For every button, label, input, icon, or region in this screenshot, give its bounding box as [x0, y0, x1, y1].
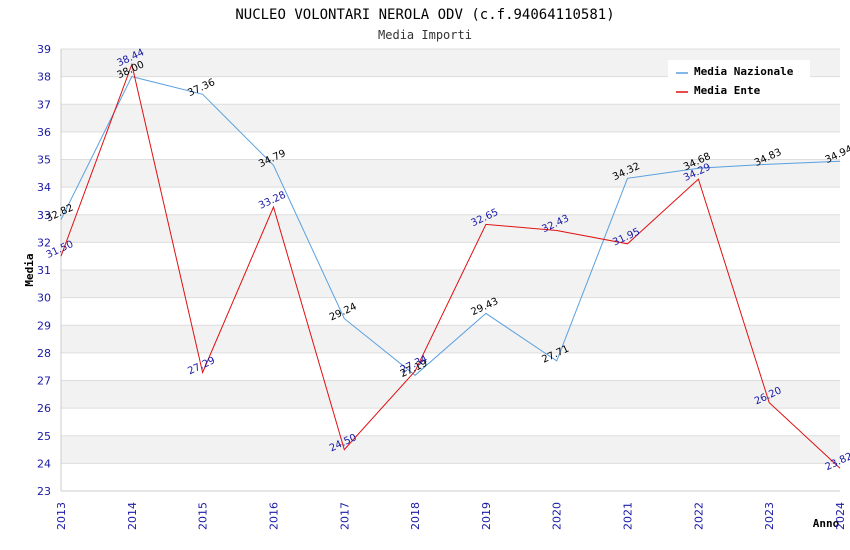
y-axis-label: Media [23, 253, 36, 286]
x-tick-labels: 2013 2014 2015 2016 2017 2018 2019 2020 2021 2022… [55, 502, 847, 530]
legend: Media Nazionale Media Ente [668, 60, 810, 102]
plot-band [61, 242, 840, 270]
x-tick-label: 2017 [338, 502, 351, 530]
y-tick-label: 30 [37, 292, 51, 305]
plot-band [61, 270, 840, 298]
y-tick-label: 26 [37, 402, 51, 415]
y-tick-label: 38 [37, 71, 51, 84]
legend-label-media-ente: Media Ente [694, 84, 761, 97]
y-tick-label: 23 [37, 485, 51, 498]
series-line-media-ente [60, 62, 841, 469]
x-tick-label: 2021 [622, 502, 635, 530]
plot-background-bands [61, 49, 840, 491]
x-tick-label: 2023 [763, 502, 776, 530]
series-line-media-nazionale [60, 76, 841, 376]
x-tick-label: 2022 [692, 502, 705, 530]
x-tick-label: 2015 [197, 502, 210, 530]
x-tick-label: 2020 [551, 502, 564, 530]
y-tick-label: 39 [37, 43, 51, 56]
legend-box [668, 60, 810, 102]
y-tick-label: 35 [37, 154, 51, 167]
y-tick-label: 27 [37, 375, 51, 388]
y-tick-label: 37 [37, 98, 51, 111]
y-tick-label: 34 [37, 181, 51, 194]
x-tick-label: 2016 [267, 502, 280, 530]
y-tick-label: 31 [37, 264, 51, 277]
y-tick-label: 28 [37, 347, 51, 360]
y-tick-label: 25 [37, 430, 51, 443]
plot-band [61, 214, 840, 243]
plot-band [61, 325, 840, 353]
plot-band [61, 352, 840, 381]
plot-band [61, 104, 840, 132]
x-tick-label: 2019 [480, 502, 493, 530]
plot-band [61, 435, 840, 464]
x-tick-label: 2024 [834, 502, 847, 530]
x-tick-label: 2014 [126, 502, 139, 530]
x-tick-label: 2018 [409, 502, 422, 530]
x-axis-label: Anno [813, 517, 840, 530]
plot-band [61, 408, 840, 436]
legend-label-media-nazionale: Media Nazionale [694, 65, 794, 78]
plot-band [61, 297, 840, 326]
plot-band [61, 159, 840, 188]
plot-band [61, 463, 840, 491]
y-tick-label: 32 [37, 236, 51, 249]
plot-band [61, 187, 840, 215]
y-tick-label: 29 [37, 319, 51, 332]
y-tick-label: 24 [37, 457, 51, 470]
x-tick-label: 2013 [55, 502, 68, 530]
y-tick-labels: 23 24 25 26 27 28 29 30 31 32 33 34 35 36 37 38 39 [37, 43, 51, 498]
gridlines [60, 48, 840, 492]
y-tick-label: 36 [37, 126, 51, 139]
plot-band [61, 131, 840, 160]
chart-title: NUCLEO VOLONTARI NEROLA ODV (c.f.9406411… [235, 7, 614, 23]
plot-band [61, 380, 840, 409]
series-lines [60, 62, 841, 469]
chart-subtitle: Media Importi [378, 28, 472, 42]
y-tick-label: 33 [37, 209, 51, 222]
